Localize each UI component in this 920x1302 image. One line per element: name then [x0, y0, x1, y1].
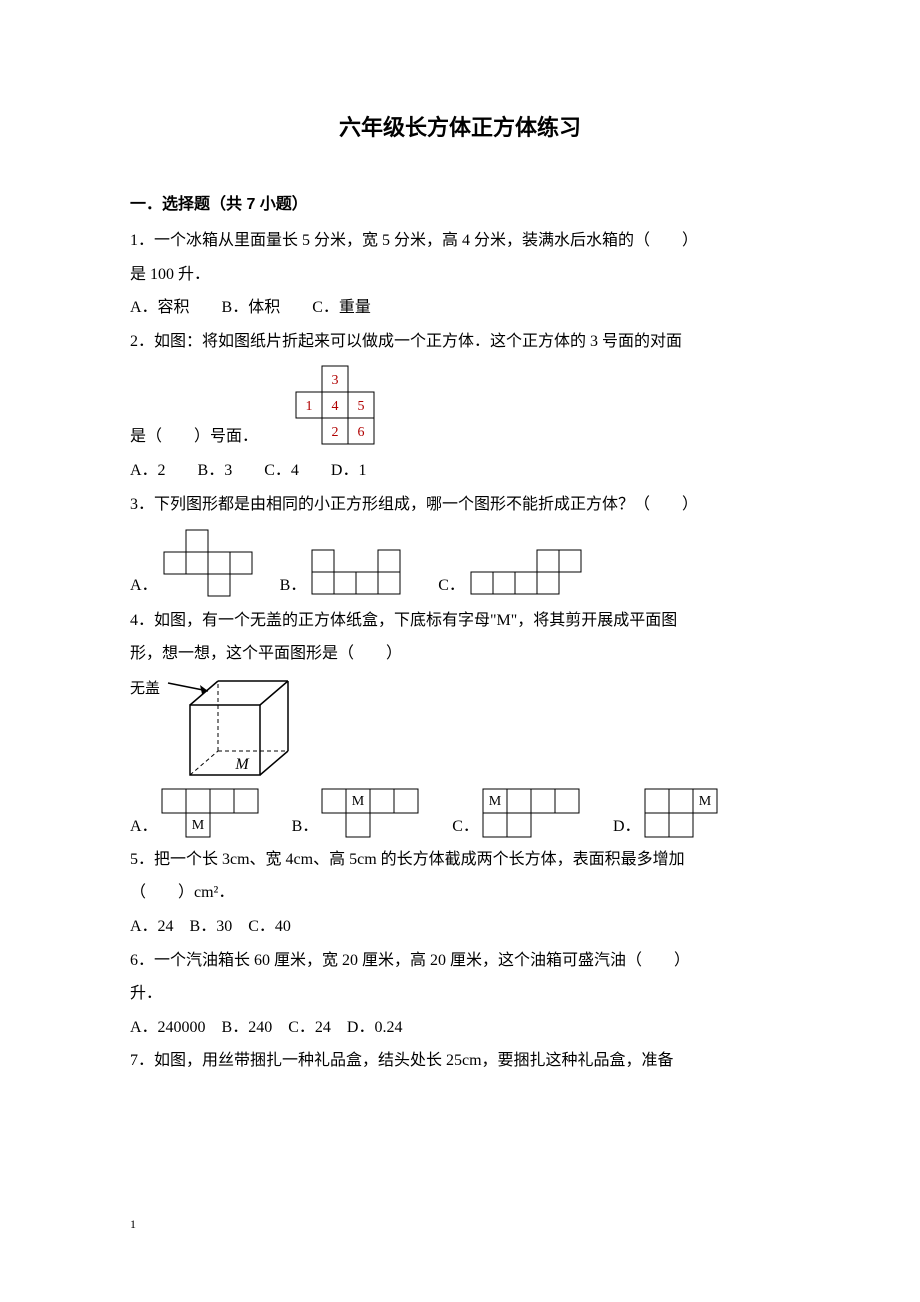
q4-cube-diagram: M	[180, 675, 320, 785]
q2-cell-3: 3	[332, 374, 339, 389]
q4-label-b: B．	[292, 816, 319, 838]
q2-options: A．2 B．3 C．4 D．1	[130, 454, 790, 488]
q4-b-m: M	[352, 794, 365, 809]
q2-line2: 是（ ）号面．	[130, 426, 258, 448]
q3-line1: 3．下列图形都是由相同的小正方形组成，哪一个图形不能折成正方体？（ ）	[130, 488, 790, 522]
q5-line1: 5．把一个长 3cm、宽 4cm、高 5cm 的长方体截成两个长方体，表面积最多…	[130, 843, 790, 877]
q2-cell-5: 5	[358, 400, 365, 415]
q6-line1: 6．一个汽油箱长 60 厘米，宽 20 厘米，高 20 厘米，这个油箱可盛汽油（…	[130, 944, 790, 978]
q3-option-c-shape	[465, 548, 585, 598]
section-header: 一．选择题（共 7 小题）	[130, 190, 790, 214]
q7-line1: 7．如图，用丝带捆扎一种礼品盒，结头处长 25cm，要捆扎这种礼品盒，准备	[130, 1044, 790, 1078]
q5-options: A．24 B．30 C．40	[130, 910, 790, 944]
q4-line1: 4．如图，有一个无盖的正方体纸盒，下底标有字母"M"，将其剪开展成平面图	[130, 604, 790, 638]
q3-label-b: B．	[280, 575, 307, 597]
q4-option-b: M	[318, 787, 438, 839]
q2-cube-net: 3 1 4 5 2 6	[268, 364, 398, 448]
q4-label-d: D．	[613, 816, 641, 838]
q6-line2: 升．	[130, 977, 790, 1011]
q4-option-c: M	[479, 787, 599, 839]
q4-option-a: M	[158, 787, 278, 839]
q2-cell-6: 6	[358, 426, 365, 441]
page-title: 六年级长方体正方体练习	[130, 110, 790, 142]
page-number: 1	[130, 1217, 136, 1232]
q1-line2: 是 100 升．	[130, 258, 790, 292]
q3-label-c: C．	[438, 575, 465, 597]
q4-option-d: M	[641, 787, 731, 839]
q1-options: A．容积 B．体积 C．重量	[130, 291, 790, 325]
q2-cell-4: 4	[332, 400, 339, 415]
q2-cell-2: 2	[332, 426, 339, 441]
q5-line2: （ ）cm²．	[130, 876, 790, 910]
q4-d-m: M	[698, 794, 711, 809]
q4-label-c: C．	[452, 816, 479, 838]
q3-option-a-shape	[158, 528, 268, 598]
q4-c-m: M	[489, 794, 502, 809]
q1-line1: 1．一个冰箱从里面量长 5 分米，宽 5 分米，高 4 分米，装满水后水箱的（ …	[130, 224, 790, 258]
q2-line1: 2．如图：将如图纸片折起来可以做成一个正方体．这个正方体的 3 号面的对面	[130, 325, 790, 359]
q3-label-a: A．	[130, 575, 158, 597]
q3-option-b-shape	[306, 548, 426, 598]
q4-a-m: M	[191, 818, 204, 833]
q4-wugai-label: 无盖	[130, 677, 160, 698]
q2-cell-1: 1	[306, 400, 313, 415]
q6-options: A．240000 B．240 C．24 D．0.24	[130, 1011, 790, 1045]
q4-cube-m-label: M	[234, 756, 250, 773]
q4-line2: 形，想一想，这个平面图形是（ ）	[130, 637, 790, 671]
q4-label-a: A．	[130, 816, 158, 838]
